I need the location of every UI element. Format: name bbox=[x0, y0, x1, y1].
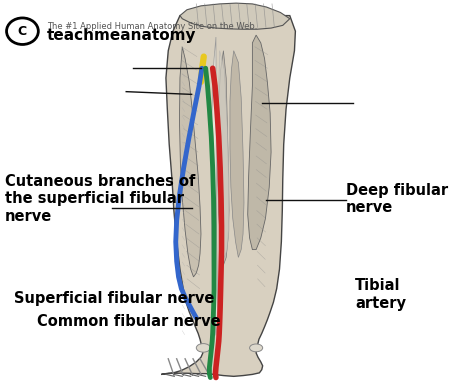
Text: teachmeanatomy: teachmeanatomy bbox=[47, 28, 196, 43]
Polygon shape bbox=[218, 51, 229, 265]
Text: C: C bbox=[18, 25, 27, 38]
Text: Common fibular nerve: Common fibular nerve bbox=[37, 314, 221, 329]
Ellipse shape bbox=[250, 344, 263, 352]
Polygon shape bbox=[180, 3, 290, 29]
Polygon shape bbox=[211, 37, 218, 335]
Text: Deep fibular
nerve: Deep fibular nerve bbox=[346, 183, 448, 215]
Polygon shape bbox=[230, 51, 244, 257]
Polygon shape bbox=[219, 51, 229, 257]
Text: Tibial
artery: Tibial artery bbox=[355, 278, 406, 311]
Polygon shape bbox=[248, 35, 271, 250]
Polygon shape bbox=[180, 47, 201, 277]
Text: Superficial fibular nerve: Superficial fibular nerve bbox=[14, 291, 214, 306]
Text: The #1 Applied Human Anatomy Site on the Web.: The #1 Applied Human Anatomy Site on the… bbox=[47, 22, 257, 31]
Text: Cutaneous branches of
the superficial fibular
nerve: Cutaneous branches of the superficial fi… bbox=[5, 174, 195, 224]
Polygon shape bbox=[161, 16, 295, 376]
Ellipse shape bbox=[196, 344, 210, 352]
